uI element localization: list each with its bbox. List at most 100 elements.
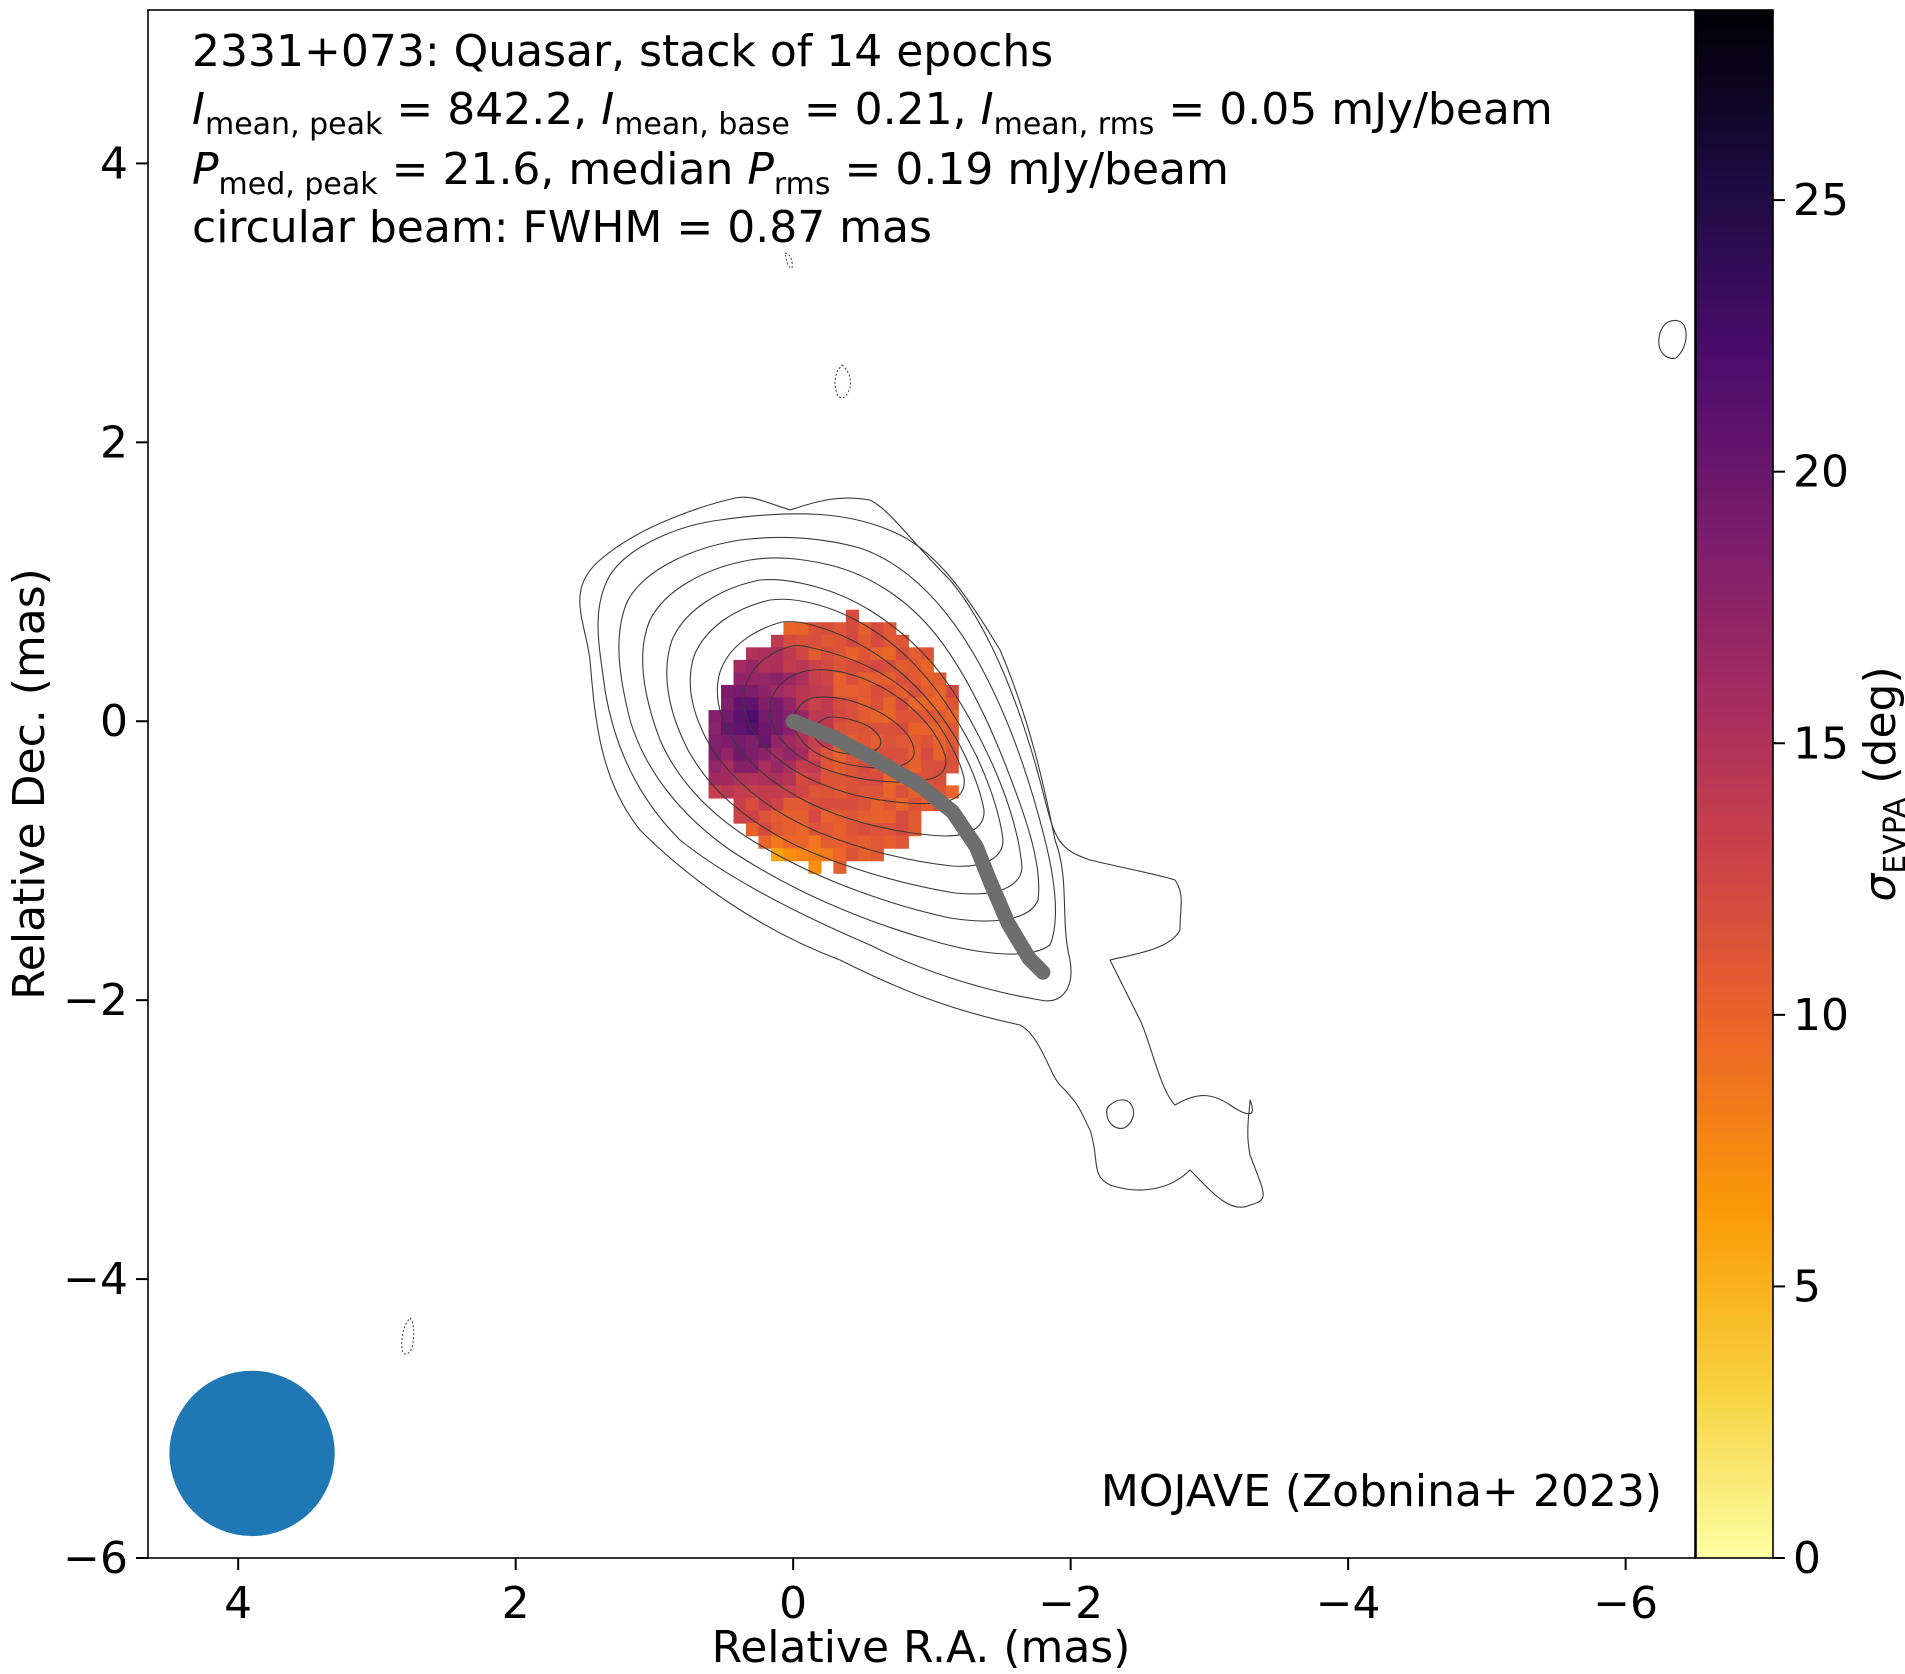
map-pixel: [908, 710, 922, 724]
map-pixel: [820, 684, 834, 699]
colorbar-frame: [1695, 9, 1774, 1559]
map-pixel: [783, 760, 797, 774]
map-pixel: [908, 747, 922, 761]
map-pixel: [820, 634, 834, 648]
map-pixel: [908, 697, 922, 711]
map-pixel: [820, 772, 834, 786]
map-pixel: [783, 848, 797, 862]
x-tick-label: 0: [779, 1578, 807, 1629]
map-pixel: [908, 672, 922, 686]
map-pixel: [745, 797, 760, 812]
map-pixel: [895, 647, 909, 661]
map-pixel: [770, 835, 785, 849]
map-pixel: [883, 659, 897, 674]
map-pixel: [858, 634, 872, 648]
map-pixel: [733, 672, 747, 686]
map-pixel: [820, 747, 834, 761]
map-pixel: [833, 647, 847, 661]
map-pixel: [845, 760, 859, 774]
map-pixel: [883, 722, 897, 736]
map-pixel: [820, 647, 834, 661]
colorbar-tick-label: 5: [1793, 1261, 1821, 1312]
colorbar-tick-label: 25: [1793, 175, 1849, 226]
map-pixel: [858, 810, 872, 824]
map-pixel: [895, 710, 909, 724]
annotation-credit: MOJAVE (Zobnina+ 2023): [1101, 1466, 1662, 1517]
y-tick-label: 2: [100, 417, 128, 468]
map-pixel: [733, 722, 747, 736]
map-pixel: [733, 659, 747, 674]
map-pixel: [795, 672, 810, 686]
map-pixel: [895, 835, 909, 849]
map-pixel: [721, 684, 735, 699]
map-pixel: [833, 772, 847, 786]
map-pixel: [920, 747, 934, 761]
map-pixel: [845, 634, 859, 648]
map-pixel: [745, 760, 760, 774]
map-pixel: [783, 810, 797, 824]
map-pixel: [795, 772, 810, 786]
annotation-beam: circular beam: FWHM = 0.87 mas: [192, 202, 932, 253]
map-pixel: [745, 659, 760, 674]
map-pixel: [758, 747, 772, 761]
map-pixel: [783, 823, 797, 837]
map-pixel: [858, 785, 872, 799]
y-tick-label: −6: [63, 1533, 128, 1584]
map-pixel: [733, 772, 747, 786]
map-pixel: [770, 659, 785, 674]
map-pixel: [783, 697, 797, 711]
map-pixel: [770, 647, 785, 661]
map-pixel: [795, 747, 810, 761]
map-pixel: [870, 735, 884, 749]
map-pixel: [833, 747, 847, 761]
jet-ridgeline: [785, 713, 1051, 980]
map-pixel: [808, 672, 822, 686]
map-pixel: [833, 684, 847, 699]
map-pixel: [920, 760, 934, 774]
map-pixel: [920, 659, 934, 674]
y-axis-ticks: 4 2 0 −2 −4 −6: [63, 138, 148, 1584]
map-pixel: [758, 647, 772, 661]
map-pixel: [845, 659, 859, 674]
map-pixel: [808, 647, 822, 661]
map-pixel: [845, 722, 859, 736]
annotation-title: 2331+073: Quasar, stack of 14 epochs: [192, 26, 1053, 77]
map-pixel: [820, 785, 834, 799]
map-pixel: [858, 622, 872, 636]
map-pixel: [758, 835, 772, 849]
y-axis-label: Relative Dec. (mas): [4, 568, 55, 1000]
map-pixel: [721, 785, 735, 799]
map-pixel: [745, 710, 760, 724]
map-pixel: [745, 810, 760, 824]
map-pixel: [820, 823, 834, 837]
map-pixel: [758, 760, 772, 774]
x-axis-ticks: 4 2 0 −2 −4 −6: [224, 1558, 1658, 1629]
map-pixel: [745, 735, 760, 749]
map-pixel: [845, 797, 859, 812]
x-tick-label: −4: [1316, 1578, 1381, 1629]
map-pixel: [808, 848, 822, 862]
map-pixel: [721, 735, 735, 749]
map-pixel: [883, 785, 897, 799]
map-pixel: [895, 810, 909, 824]
y-tick-label: 0: [100, 696, 128, 747]
map-pixel: [845, 710, 859, 724]
map-pixel: [783, 647, 797, 661]
map-pixel: [833, 848, 847, 862]
map-pixel: [783, 735, 797, 749]
map-pixel: [895, 797, 909, 812]
map-pixel: [745, 672, 760, 686]
map-pixel: [733, 797, 747, 812]
contour-level-6: [689, 598, 1004, 867]
map-pixel: [833, 634, 847, 648]
x-tick-label: −2: [1038, 1578, 1103, 1629]
map-pixel: [820, 797, 834, 812]
map-pixel: [833, 785, 847, 799]
map-pixel: [808, 797, 822, 812]
map-pixel: [945, 722, 959, 736]
map-pixel: [721, 747, 735, 761]
map-pixel: [945, 684, 959, 699]
map-pixel: [733, 760, 747, 774]
map-pixel: [758, 697, 772, 711]
contour-negative-2: [784, 252, 793, 269]
